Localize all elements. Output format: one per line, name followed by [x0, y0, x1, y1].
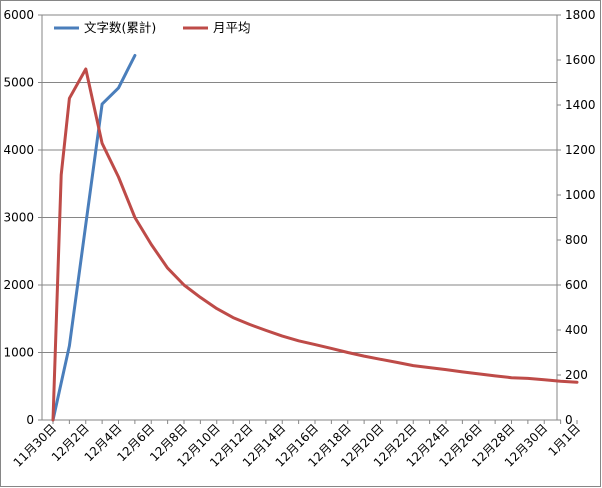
series-lines [51, 54, 579, 422]
left-axis-tick-label: 1000 [3, 346, 34, 360]
gridlines [42, 14, 557, 353]
left-axis-tick-labels: 0 1000 2000 3000 4000 5000 6000 [3, 8, 34, 427]
left-axis-tick-label: 3000 [3, 211, 34, 225]
series-line-1 [51, 67, 579, 422]
right-axis-tick-label: 1800 [565, 8, 596, 22]
x-axis-tick-label: 11月30日 [11, 421, 59, 469]
left-axis-tick-label: 2000 [3, 278, 34, 292]
left-axis-tick-label: 4000 [3, 143, 34, 157]
legend-label: 文字数(累計) [84, 20, 156, 35]
right-axis-tick-label: 1000 [565, 188, 596, 202]
right-axis-tick-label: 400 [565, 323, 588, 337]
right-axis-tick-label: 600 [565, 278, 588, 292]
series-line-0 [51, 54, 137, 422]
legend-label: 月平均 [213, 20, 251, 35]
right-axis-tick-label: 1400 [565, 98, 596, 112]
axes [38, 14, 578, 424]
left-axis-tick-label: 5000 [3, 76, 34, 90]
right-axis-tick-label: 1600 [565, 53, 596, 67]
left-axis-tick-label: 0 [26, 413, 34, 427]
right-axis-tick-label: 1200 [565, 143, 596, 157]
left-axis-tick-label: 6000 [3, 8, 34, 22]
right-axis-tick-label: 0 [565, 413, 573, 427]
right-axis-tick-label: 200 [565, 368, 588, 382]
legend: 文字数(累計) 月平均 [54, 20, 251, 35]
right-axis-tick-label: 800 [565, 233, 588, 247]
right-axis-tick-labels: 0 200 400 600 800 1000 1200 1400 1600 1800 [565, 8, 596, 427]
x-axis-tick-labels: 11月30日12月2日12月4日12月6日12月8日12月10日12月12日12… [11, 421, 583, 469]
